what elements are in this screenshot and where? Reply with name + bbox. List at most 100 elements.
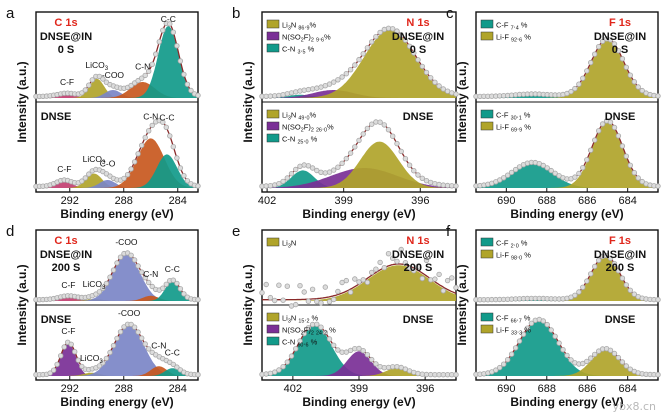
raw-data-point [627,366,633,372]
raw-data-point [305,298,312,304]
peak-label: LiCO3​ [80,353,103,365]
raw-data-point [170,143,176,150]
legend-entry: Li-F 33​.3​ % [496,326,531,337]
element-label: F 1s [609,235,631,247]
legend-swatch [266,324,280,334]
x-tick-label: 288 [115,383,133,395]
raw-data-point [75,357,81,363]
panel-letter: d [6,223,14,240]
raw-data-point [619,359,626,365]
raw-data-point [611,124,618,131]
raw-data-point [103,355,110,362]
peak-label: C-C [161,14,176,24]
raw-data-point [568,88,574,95]
raw-data-point [588,59,594,66]
element-label: N 1s [406,17,429,29]
raw-data-point [588,355,594,361]
raw-data-point [497,177,503,183]
raw-data-point [135,77,141,84]
peak-label: C-C [165,348,180,358]
raw-data-point [177,58,184,64]
legend-swatch [266,121,280,131]
raw-data-point [411,268,417,274]
raw-data-point [501,175,507,181]
x-axis-label: Binding energy (eV) [302,395,415,409]
raw-data-point [347,289,354,295]
panel-letter: f [446,223,451,240]
y-axis-label: Intensity (a.u.) [15,264,29,345]
raw-data-point [276,367,282,373]
raw-data-point [607,119,614,125]
time-label: 200 S [606,262,635,274]
raw-data-point [415,172,421,178]
raw-data-point [390,133,396,139]
raw-data-point [423,257,430,264]
raw-data-point [267,294,274,301]
x-tick-label: 396 [416,383,434,395]
peak-label: C-C [159,113,174,123]
raw-data-point [131,324,138,330]
raw-data-point [360,277,366,283]
raw-data-point [288,353,295,359]
raw-data-point [607,255,614,261]
legend-swatch [266,43,280,53]
raw-data-point [138,269,145,275]
peak-Li-F [476,256,658,301]
raw-data-point [560,347,566,353]
peak-C-F [36,297,198,301]
raw-data-point [138,142,145,149]
raw-data-point [181,172,187,179]
legend-entry: C-N 60​.6​ % [282,338,318,349]
raw-data-point [584,358,590,365]
raw-data-point [592,51,598,57]
raw-data-point [588,147,594,153]
raw-data-point [623,363,629,369]
legend-entry: Li-F 69​.9​ % [496,123,531,134]
raw-data-point [406,162,413,168]
raw-data-point [419,275,425,282]
raw-data-point [398,246,404,253]
raw-data-point [305,325,312,331]
x-tick-label: 684 [618,383,636,395]
raw-data-point [373,361,379,367]
time-label: 0 S [410,44,427,56]
raw-data-point [631,79,637,85]
raw-data-point [121,324,127,330]
raw-data-point [142,275,148,281]
time-label: 0 S [612,44,629,56]
raw-data-point [655,372,661,378]
subplot-bottom: DNSE Li3​N 15​.2​ %N(SO2​F)2​ 24​.2​ %C-N… [259,312,459,378]
raw-data-point [505,172,511,178]
subplot-top: F 1s DNSE@IN0 S C-F 7​.4​ %Li-F 92​.6​ % [473,17,661,100]
raw-data-point [584,68,590,74]
raw-data-point [138,75,145,81]
raw-data-point [184,178,191,184]
raw-data-point [556,340,562,346]
time-label: 200 S [52,262,81,274]
sample-label: DNSE@IN [392,31,444,43]
raw-data-point [284,283,290,289]
raw-data-point [117,329,124,335]
raw-data-point [398,148,404,155]
raw-data-point [415,263,421,269]
raw-data-point [54,361,60,368]
raw-data-point [364,279,371,286]
raw-data-point [572,174,578,180]
x-tick-label: 292 [61,195,79,207]
raw-data-point [584,157,590,163]
raw-data-point [394,258,400,265]
raw-data-point [331,167,337,173]
raw-data-point [301,330,307,337]
sample-label: DNSE [605,314,636,326]
raw-data-point [124,171,131,178]
raw-data-point [592,137,598,143]
x-tick-label: 690 [497,195,515,207]
raw-data-point [390,26,396,32]
raw-data-point [195,183,201,189]
peak-label: -COO [102,70,125,80]
raw-data-point [576,289,582,295]
raw-data-point [627,72,633,78]
raw-data-point [339,74,345,80]
y-axis-label: Intensity (a.u.) [241,264,255,345]
